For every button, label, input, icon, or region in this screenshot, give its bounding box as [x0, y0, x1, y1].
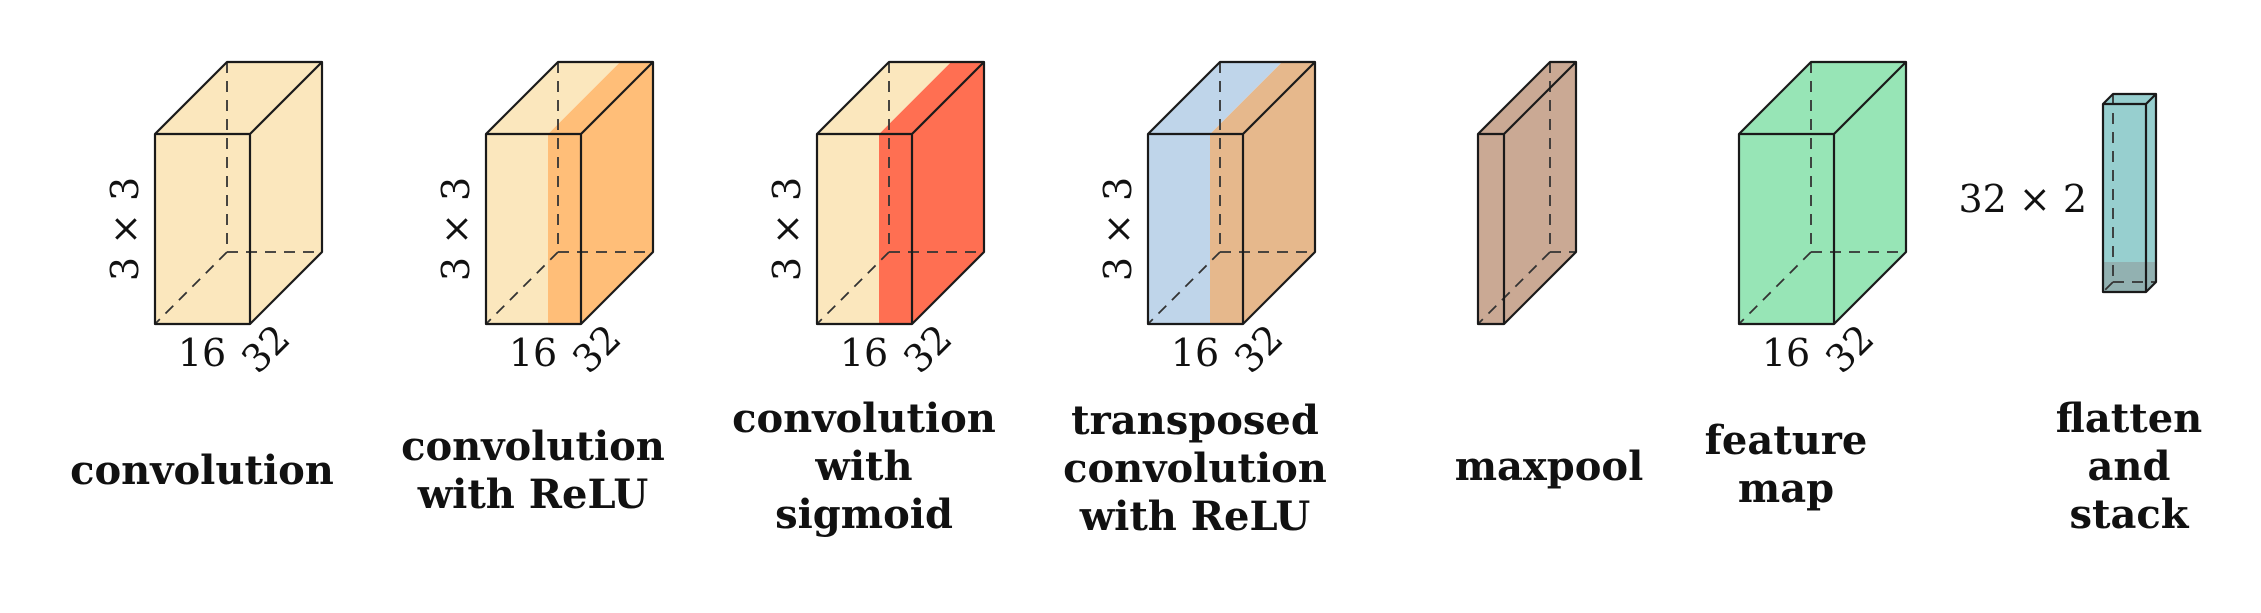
block-feature-map: 16 32 feature map — [1705, 60, 1908, 512]
block-convolution-relu: 3 × 3 16 32 convolution with ReLU — [401, 60, 665, 518]
cuboid-fill — [1478, 62, 1576, 324]
block-maxpool: maxpool — [1455, 60, 1644, 490]
height-label: 3 × 3 — [434, 177, 478, 281]
block-transposed-convolution-relu: 3 × 3 16 32 transposed convolution with … — [1063, 60, 1327, 540]
height-label: 3 × 3 — [765, 177, 809, 281]
visible-edges — [2101, 92, 2158, 294]
caption-line-3: with ReLU — [1079, 493, 1311, 540]
cuboid-fill — [155, 62, 322, 324]
hidden-edges — [2102, 94, 2156, 293]
depth-label: 32 — [1817, 316, 1882, 381]
depth-label: 32 — [1226, 316, 1291, 381]
transposed-convolution-cuboid — [1146, 60, 1317, 326]
caption-line-3: stack — [2070, 491, 2190, 538]
depth-label: 32 — [233, 316, 298, 381]
width-label: 16 — [509, 331, 557, 375]
caption-line-1: convolution — [70, 447, 334, 494]
front-fill — [817, 134, 879, 324]
front-fill — [486, 134, 548, 324]
depth-label: 32 — [895, 316, 960, 381]
visible-edges — [1737, 60, 1908, 326]
front-fill — [1148, 134, 1210, 324]
hidden-edges — [154, 62, 322, 325]
caption-line-1: flatten — [2056, 395, 2202, 442]
hidden-edges — [1147, 62, 1315, 325]
visible-edges — [1146, 60, 1317, 326]
caption-line-1: convolution — [401, 423, 665, 470]
shade-fill — [2103, 262, 2156, 292]
hidden-edges — [1477, 62, 1576, 325]
block-flatten-stack: 32 × 2 flatten and stack — [1958, 92, 2202, 538]
visible-edges — [815, 60, 986, 326]
activation-slab — [548, 62, 653, 324]
convolution-cuboid — [153, 60, 324, 326]
width-label: 16 — [1171, 331, 1219, 375]
height-label: 3 × 3 — [1096, 177, 1140, 281]
width-label: 16 — [1762, 331, 1810, 375]
caption-line-3: sigmoid — [775, 491, 953, 538]
top-fill — [1148, 62, 1282, 134]
width-label: 16 — [840, 331, 888, 375]
caption-line-1: maxpool — [1455, 443, 1644, 490]
activation-slab — [1210, 62, 1315, 324]
side-label: 32 × 2 — [1958, 177, 2087, 221]
caption-line-1: feature — [1705, 417, 1868, 464]
caption-line-2: convolution — [1063, 445, 1327, 492]
block-convolution-sigmoid: 3 × 3 16 32 convolution with sigmoid — [732, 60, 996, 538]
caption-line-2: map — [1738, 465, 1834, 512]
width-label: 16 — [178, 331, 226, 375]
caption-line-2: with — [814, 443, 912, 490]
block-convolution: 3 × 3 16 32 convolution — [70, 60, 334, 494]
visible-edges — [484, 60, 655, 326]
hidden-edges — [1738, 62, 1906, 325]
cuboid-fill — [1739, 62, 1906, 324]
depth-label: 32 — [564, 316, 629, 381]
hidden-edges — [816, 62, 984, 325]
activation-slab — [879, 62, 984, 324]
caption-line-1: transposed — [1071, 397, 1319, 444]
maxpool-cuboid — [1476, 60, 1578, 326]
height-label: 3 × 3 — [103, 177, 147, 281]
caption-line-1: convolution — [732, 395, 996, 442]
caption-line-2: with ReLU — [417, 471, 649, 518]
feature-map-cuboid — [1737, 60, 1908, 326]
hidden-edges — [485, 62, 653, 325]
caption-line-2: and — [2088, 443, 2171, 490]
flatten-stack-cuboid — [2101, 92, 2158, 294]
visible-edges — [1476, 60, 1578, 326]
convolution-sigmoid-cuboid — [815, 60, 986, 326]
convolution-relu-cuboid — [484, 60, 655, 326]
top-fill — [817, 62, 951, 134]
visible-edges — [153, 60, 324, 326]
top-fill — [486, 62, 620, 134]
cuboid-fill — [2103, 94, 2156, 292]
